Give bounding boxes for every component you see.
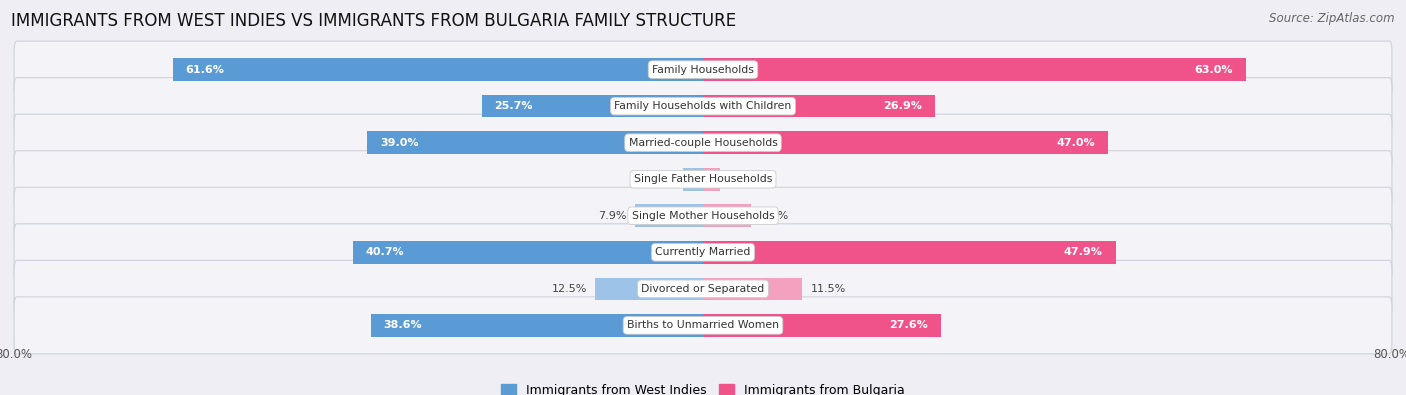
Text: 2.3%: 2.3% (647, 174, 675, 184)
Text: Married-couple Households: Married-couple Households (628, 138, 778, 148)
Bar (683, 168, 703, 190)
Text: 25.7%: 25.7% (495, 101, 533, 111)
FancyBboxPatch shape (14, 114, 1392, 171)
Text: Family Households with Children: Family Households with Children (614, 101, 792, 111)
Text: Currently Married: Currently Married (655, 247, 751, 257)
Text: 40.7%: 40.7% (366, 247, 404, 257)
FancyBboxPatch shape (14, 151, 1392, 208)
Text: 27.6%: 27.6% (889, 320, 928, 330)
Bar (703, 132, 1108, 154)
Text: 5.6%: 5.6% (759, 211, 789, 221)
FancyBboxPatch shape (14, 41, 1392, 98)
Bar (703, 168, 720, 190)
Text: Births to Unmarried Women: Births to Unmarried Women (627, 320, 779, 330)
Text: Single Mother Households: Single Mother Households (631, 211, 775, 221)
Text: Family Households: Family Households (652, 65, 754, 75)
Text: 47.9%: 47.9% (1064, 247, 1102, 257)
Bar (703, 278, 801, 300)
Text: IMMIGRANTS FROM WEST INDIES VS IMMIGRANTS FROM BULGARIA FAMILY STRUCTURE: IMMIGRANTS FROM WEST INDIES VS IMMIGRANT… (11, 12, 737, 30)
Text: 39.0%: 39.0% (380, 138, 419, 148)
Bar (703, 314, 941, 337)
Bar (636, 205, 703, 227)
Bar (353, 241, 703, 263)
FancyBboxPatch shape (14, 224, 1392, 281)
Text: 63.0%: 63.0% (1194, 65, 1233, 75)
Bar (703, 95, 935, 117)
Bar (703, 205, 751, 227)
Text: Divorced or Separated: Divorced or Separated (641, 284, 765, 294)
Text: Source: ZipAtlas.com: Source: ZipAtlas.com (1270, 12, 1395, 25)
Bar (371, 314, 703, 337)
FancyBboxPatch shape (14, 260, 1392, 317)
Bar (595, 278, 703, 300)
Text: 11.5%: 11.5% (811, 284, 846, 294)
FancyBboxPatch shape (14, 187, 1392, 244)
Bar (703, 241, 1115, 263)
Text: 12.5%: 12.5% (551, 284, 586, 294)
Text: 2.0%: 2.0% (728, 174, 758, 184)
Text: Single Father Households: Single Father Households (634, 174, 772, 184)
Text: 47.0%: 47.0% (1056, 138, 1095, 148)
FancyBboxPatch shape (14, 297, 1392, 354)
Text: 7.9%: 7.9% (598, 211, 626, 221)
Bar (482, 95, 703, 117)
Legend: Immigrants from West Indies, Immigrants from Bulgaria: Immigrants from West Indies, Immigrants … (496, 379, 910, 395)
Bar (703, 58, 1246, 81)
Text: 38.6%: 38.6% (384, 320, 422, 330)
FancyBboxPatch shape (14, 78, 1392, 135)
Bar (367, 132, 703, 154)
Bar (173, 58, 703, 81)
Text: 26.9%: 26.9% (883, 101, 922, 111)
Text: 61.6%: 61.6% (186, 65, 225, 75)
